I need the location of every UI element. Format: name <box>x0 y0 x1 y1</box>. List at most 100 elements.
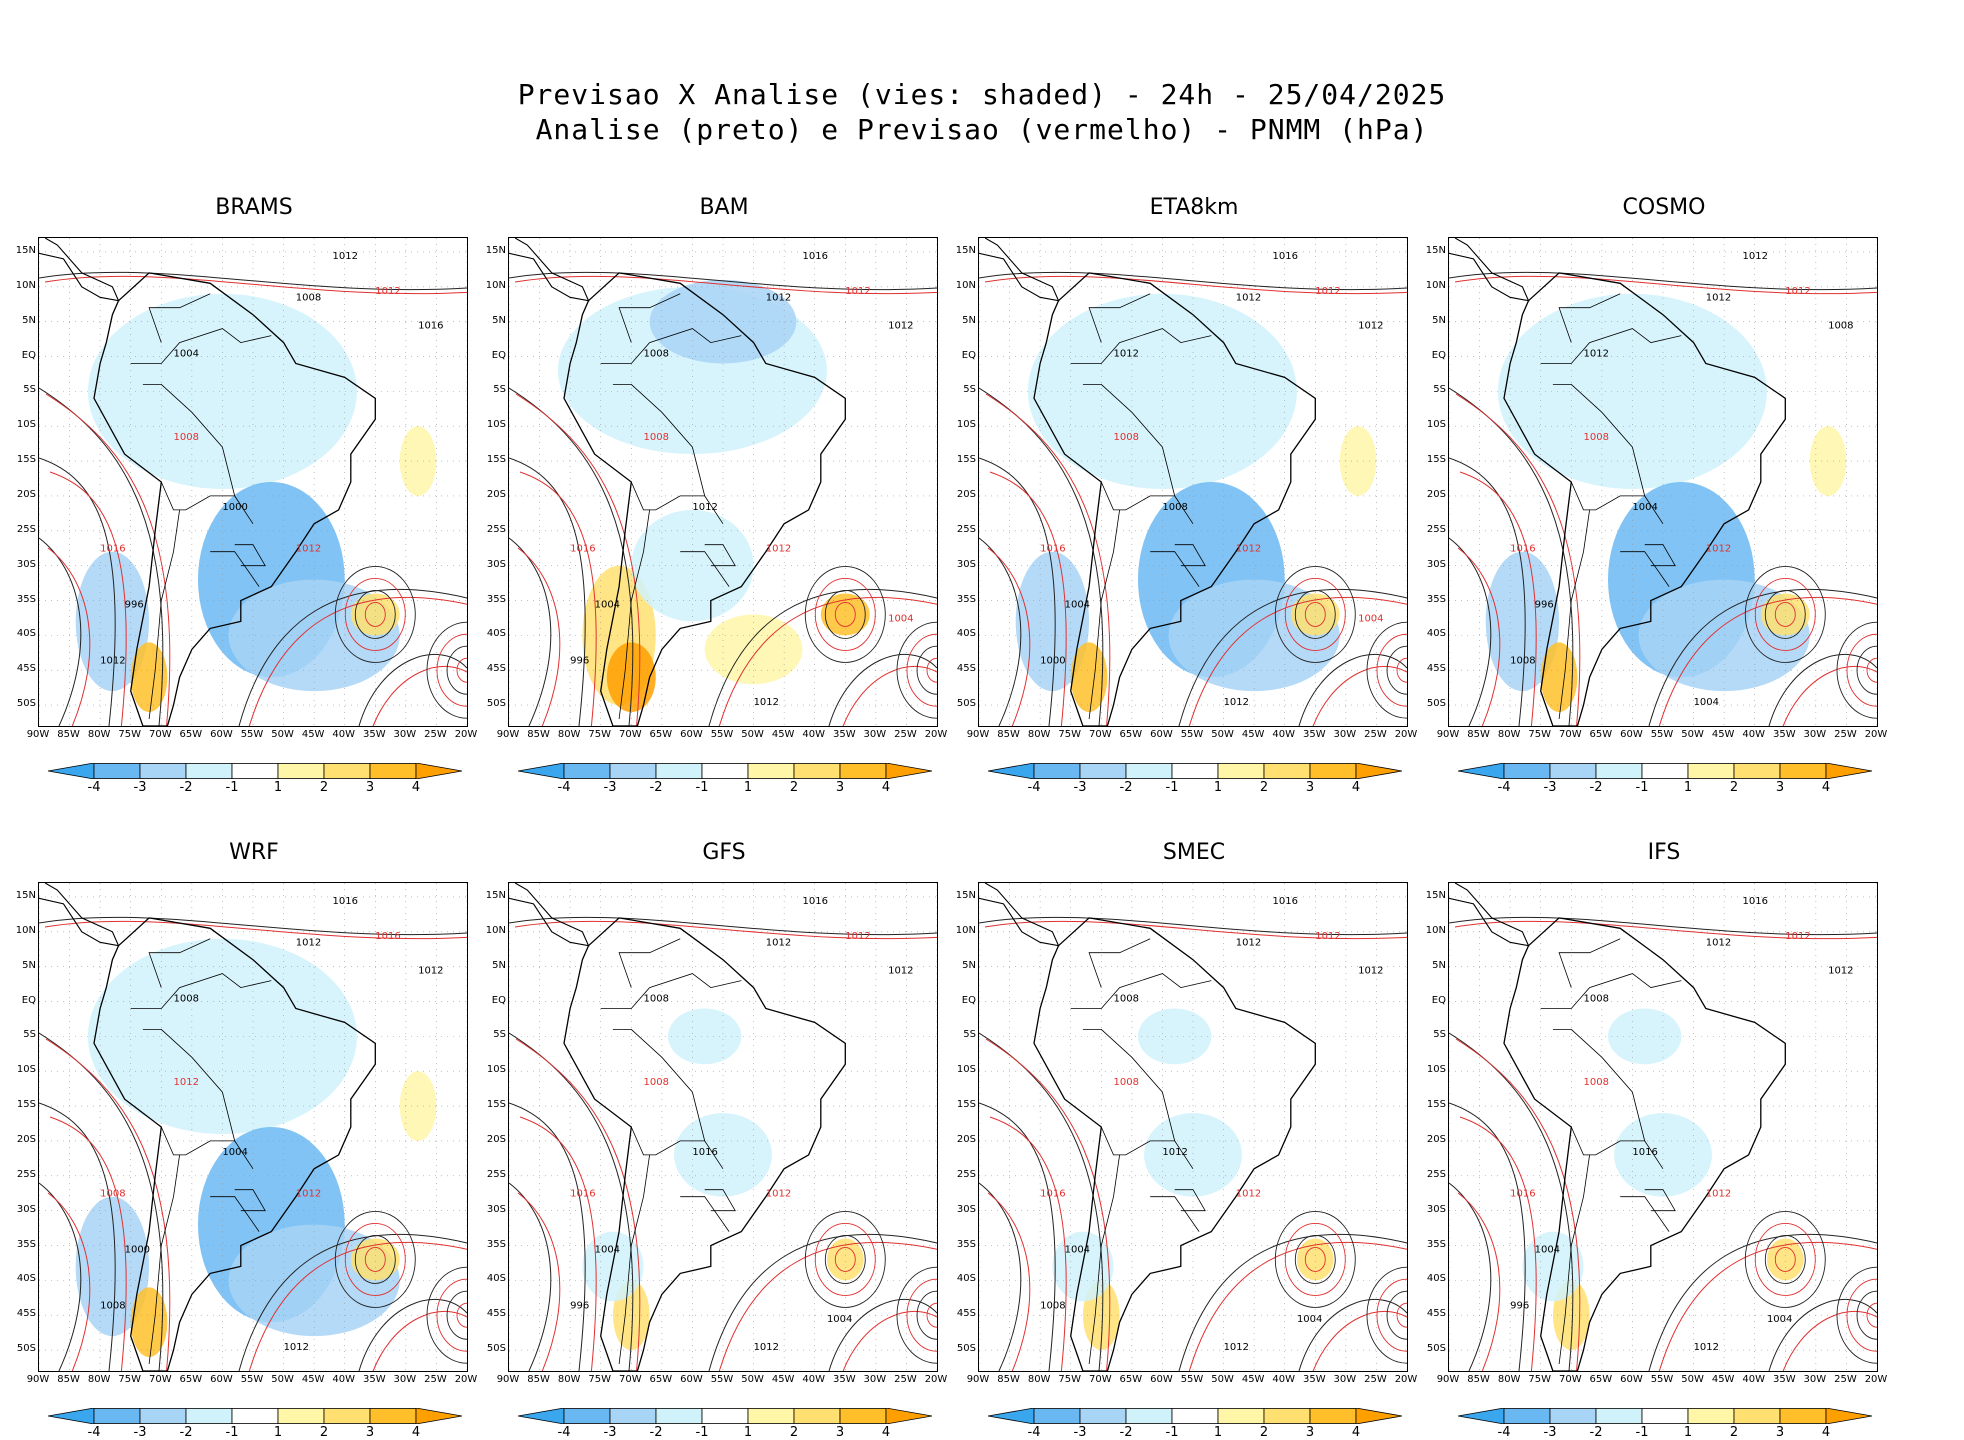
colorbar-tick-label: 2 <box>1729 780 1739 795</box>
lat-tick-label: 25S <box>1426 1168 1446 1180</box>
isobar-forecast <box>372 665 467 726</box>
map-panel-brams: BRAMS 1012 1008 1016 1004 1000 996 1012 1012 1008… <box>0 195 478 795</box>
colorbar-tick-label: 1 <box>273 780 283 795</box>
lon-tick-label: 30W <box>393 729 417 740</box>
contour-label-analysis: 1016 <box>1272 251 1297 262</box>
isobar-forecast <box>514 275 937 295</box>
lon-tick-label: 80W <box>1497 1374 1521 1385</box>
bias-shading <box>674 1113 772 1197</box>
lat-tick-label: 40S <box>956 628 976 640</box>
lat-tick-label: 30S <box>1426 1203 1446 1215</box>
isobar-forecast <box>1455 393 1581 726</box>
lat-tick-label: 15S <box>486 1099 506 1111</box>
coastline-central-america <box>979 883 1060 947</box>
lon-tick-label: 20W <box>924 1374 948 1385</box>
lat-tick-label: 45S <box>16 663 36 675</box>
colorbar-tick-label: 1 <box>1683 1425 1693 1440</box>
bias-shading <box>820 593 870 636</box>
panel-title: IFS <box>1647 840 1681 865</box>
isobar-analysis <box>1449 1102 1526 1371</box>
lon-tick-label: 55W <box>710 1374 734 1385</box>
colorbar-tick-label: -2 <box>1589 780 1603 795</box>
lon-tick-label: 70W <box>148 1374 172 1385</box>
low-pressure-contour <box>896 1266 937 1364</box>
low-pressure-contour <box>354 1235 396 1284</box>
country-border <box>1540 328 1682 364</box>
colorbar-tick-label: -3 <box>603 780 617 795</box>
low-pressure-contour <box>1866 657 1877 683</box>
lat-tick-label: 25S <box>1426 523 1446 535</box>
lat-tick-label: 5N <box>22 959 36 971</box>
country-border <box>142 1028 254 1170</box>
contour-label-forecast: 1012 <box>845 931 870 942</box>
contour-label-forecast: 1008 <box>644 1077 669 1088</box>
low-pressure-contour <box>344 1223 406 1296</box>
lon-tick-label: 80W <box>87 729 111 740</box>
colorbar-segment <box>139 1408 187 1424</box>
contour-label-analysis: 1012 <box>754 697 779 708</box>
isobar-analysis <box>509 271 937 291</box>
lat-tick-label: 40S <box>956 1273 976 1285</box>
lon-tick-label: 85W <box>527 729 550 740</box>
low-pressure-contour <box>1754 1223 1816 1296</box>
country-border <box>1558 509 1590 720</box>
lon-tick-label: 65W <box>1589 1374 1613 1385</box>
isobar-forecast <box>44 275 467 295</box>
country-border <box>1540 973 1682 1009</box>
colorbar-tick-label: -1 <box>1165 780 1179 795</box>
country-border <box>130 973 272 1009</box>
contour-label-analysis: 1012 <box>100 655 125 666</box>
contour-label-forecast: 1012 <box>1785 931 1810 942</box>
low-pressure-contour <box>1284 1223 1346 1296</box>
lon-tick-label: 80W <box>557 1374 581 1385</box>
bias-shading <box>130 642 168 713</box>
lon-tick-label: 55W <box>710 729 734 740</box>
colorbar-arrow-high <box>415 763 462 779</box>
colorbar-arrow-low <box>988 1408 1035 1424</box>
lat-tick-label: 5S <box>493 384 506 396</box>
lat-tick-label: 25S <box>956 1168 976 1180</box>
colorbar-tick-label: 3 <box>365 1425 375 1440</box>
isobar-forecast <box>984 275 1407 295</box>
isobar-analysis <box>1449 271 1877 291</box>
colorbar-tick-label: -4 <box>87 1425 101 1440</box>
contour-label-analysis: 1012 <box>1694 1342 1719 1353</box>
lat-tick-label: 10S <box>16 1064 36 1076</box>
lon-tick-label: 30W <box>863 729 887 740</box>
lon-tick-label: 60W <box>1620 1374 1643 1385</box>
colorbar-segment <box>793 763 841 779</box>
low-pressure-contour <box>334 566 416 663</box>
country-border <box>1558 1154 1590 1365</box>
low-pressure-contour <box>1774 602 1796 627</box>
isobar-analysis <box>509 537 552 726</box>
contour-label-analysis: 1008 <box>1510 655 1535 666</box>
isobar-forecast <box>1454 275 1877 295</box>
lat-tick-label: 5N <box>22 314 36 326</box>
lon-tick-label: 50W <box>741 1374 764 1385</box>
colorbar-segment <box>701 763 749 779</box>
colorbar-segment <box>1033 1408 1081 1424</box>
isobar-analysis <box>979 1182 1022 1371</box>
lon-tick-label: 40W <box>1742 729 1766 740</box>
low-pressure-contour <box>1304 602 1326 627</box>
lon-tick-label: 35W <box>362 1374 386 1385</box>
bias-shading <box>350 1238 400 1281</box>
isobar-forecast <box>517 1192 561 1371</box>
isobar-forecast <box>1457 547 1501 726</box>
contour-label-analysis: 1008 <box>100 1300 125 1311</box>
lat-tick-label: 15N <box>1425 244 1446 256</box>
lat-tick-label: 5S <box>963 1029 976 1041</box>
contour-label-forecast: 1016 <box>375 931 400 942</box>
low-pressure-contour <box>834 602 856 627</box>
isobar-analysis <box>39 537 82 726</box>
low-pressure-contour <box>1744 566 1826 663</box>
lat-tick-label: 25S <box>486 1168 506 1180</box>
colorbar-segment <box>1263 763 1311 779</box>
contour-label-analysis: 996 <box>1510 1300 1529 1311</box>
colorbar-arrow-low <box>518 763 565 779</box>
lat-tick-label: 15N <box>15 244 36 256</box>
lat-tick-label: 10N <box>955 924 976 936</box>
map-svg: 1016 1012 1012 1008 1016 1004 996 1012 1004 1012 1… <box>1449 883 1877 1371</box>
colorbar-svg <box>48 763 462 779</box>
isobar-forecast <box>1188 596 1407 726</box>
